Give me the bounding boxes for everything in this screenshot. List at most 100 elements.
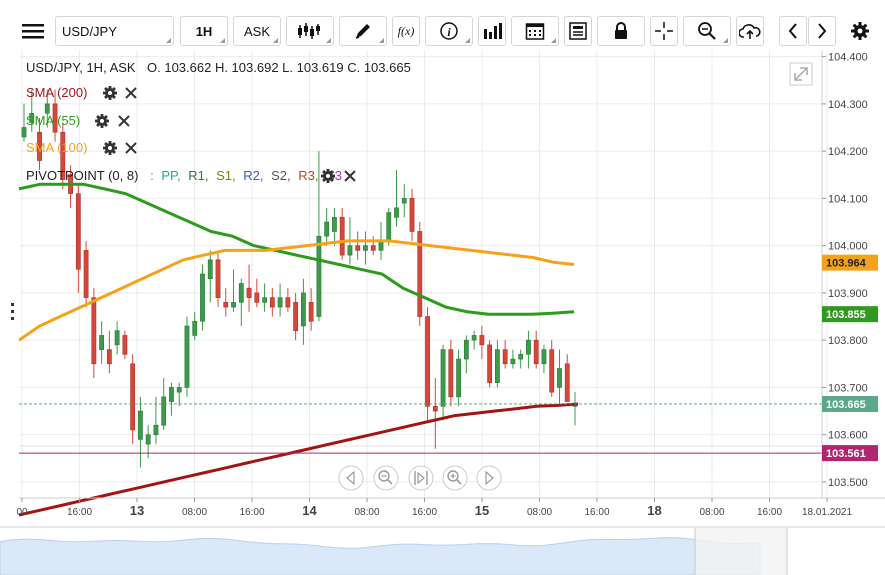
candle bbox=[106, 330, 112, 374]
candle bbox=[246, 264, 252, 312]
candle bbox=[169, 382, 174, 416]
sma100-price-tag: 103.964 bbox=[822, 254, 878, 271]
navigator-area-plot bbox=[0, 537, 761, 575]
candle-body bbox=[339, 216, 345, 256]
candle-body bbox=[425, 316, 430, 407]
candle-body bbox=[471, 335, 477, 341]
y-tick-label: 104.100 bbox=[828, 193, 868, 205]
candle bbox=[277, 283, 283, 317]
scroll-right-button[interactable] bbox=[808, 16, 836, 46]
candle-body bbox=[21, 127, 27, 138]
y-tick-label: 104.200 bbox=[828, 146, 868, 158]
sma100-remove-icon[interactable] bbox=[125, 142, 137, 154]
price-type-selector[interactable]: ASK bbox=[233, 16, 281, 46]
pan-right-button[interactable] bbox=[476, 465, 502, 491]
x-tick-label: 18 bbox=[647, 503, 661, 518]
sma55-remove-icon[interactable] bbox=[118, 115, 130, 127]
x-tick-label: 08:00 bbox=[699, 507, 724, 518]
candle bbox=[479, 325, 485, 360]
zoom-in-button[interactable] bbox=[442, 465, 468, 491]
timeframe-selector[interactable]: 1H bbox=[180, 16, 228, 46]
settings-button[interactable] bbox=[846, 16, 874, 46]
candle-body bbox=[363, 245, 368, 251]
candle bbox=[487, 340, 493, 388]
candle bbox=[432, 377, 438, 449]
y-tick-label: 103.700 bbox=[828, 382, 868, 394]
zoom-controls bbox=[338, 465, 502, 491]
navigator-overview[interactable] bbox=[0, 522, 885, 575]
candle bbox=[463, 335, 469, 374]
candle-body bbox=[557, 368, 562, 388]
reset-zoom-button[interactable] bbox=[408, 465, 434, 491]
candle-body bbox=[564, 363, 570, 402]
indicators-button[interactable]: f(x) bbox=[392, 16, 420, 46]
zoom-button[interactable] bbox=[683, 16, 731, 46]
bar-chart-icon bbox=[484, 23, 502, 39]
crosshair-button[interactable] bbox=[650, 16, 678, 46]
sma200-settings-icon[interactable] bbox=[103, 86, 117, 100]
info-button[interactable]: i bbox=[425, 16, 473, 46]
x-tick-label: 16:00 bbox=[584, 507, 609, 518]
sma55-price-tag-text: 103.855 bbox=[826, 309, 866, 321]
candle-body bbox=[494, 349, 500, 383]
expand-icon bbox=[794, 67, 808, 81]
candle-body bbox=[161, 396, 167, 426]
pivot-level-s2: S2, bbox=[271, 168, 291, 183]
candle-body bbox=[332, 216, 337, 232]
zoom-out-button[interactable] bbox=[373, 465, 399, 491]
pivot-price-tag-text: 103.561 bbox=[826, 448, 866, 460]
y-tick-label: 104.400 bbox=[828, 52, 868, 64]
candle-body bbox=[386, 212, 392, 242]
price-chart[interactable]: 104.400104.300104.200104.100104.000103.9… bbox=[0, 50, 885, 522]
candle-body bbox=[432, 406, 438, 412]
candle bbox=[29, 89, 35, 133]
candle-body bbox=[99, 335, 105, 350]
candle-body bbox=[75, 193, 81, 270]
pivot-settings-icon[interactable] bbox=[321, 169, 335, 183]
candle-body bbox=[37, 131, 42, 161]
candle bbox=[176, 382, 182, 407]
candle-body bbox=[285, 297, 291, 308]
drawing-tools-button[interactable] bbox=[339, 16, 387, 46]
candle bbox=[83, 240, 89, 308]
candle bbox=[324, 207, 330, 246]
candle bbox=[122, 330, 128, 360]
expand-chart-button[interactable] bbox=[789, 62, 813, 86]
sma55-settings-icon[interactable] bbox=[95, 114, 109, 128]
navigator-selection-handle[interactable] bbox=[695, 528, 787, 575]
left-resize-handle[interactable] bbox=[11, 303, 14, 320]
scroll-left-button[interactable] bbox=[779, 16, 807, 46]
pivot-remove-icon[interactable] bbox=[344, 170, 356, 182]
pivot-colon: : bbox=[150, 168, 154, 183]
candle-body bbox=[518, 354, 524, 360]
x-tick-label: 16:00 bbox=[239, 507, 264, 518]
candle-body bbox=[549, 349, 555, 393]
menu-button[interactable] bbox=[18, 16, 48, 46]
upload-button[interactable] bbox=[736, 16, 764, 46]
lock-button[interactable] bbox=[597, 16, 645, 46]
toolbar: USD/JPY 1H ASK f(x) i bbox=[0, 0, 885, 50]
candle-body bbox=[184, 325, 190, 388]
candle-body bbox=[231, 302, 236, 308]
candle-body bbox=[308, 302, 314, 322]
chart-legend: USD/JPY, 1H, ASK O. 103.662 H. 103.692 L… bbox=[26, 60, 411, 183]
candle-body bbox=[533, 339, 539, 365]
candle bbox=[161, 377, 167, 430]
sma55-label: SMA (55) bbox=[26, 113, 80, 128]
x-tick-label: 18.01.2021 bbox=[802, 507, 852, 518]
pan-left-button[interactable] bbox=[338, 465, 364, 491]
symbol-selector[interactable]: USD/JPY bbox=[55, 16, 174, 46]
pencil-draw-icon bbox=[355, 24, 370, 39]
chart-type-button[interactable] bbox=[286, 16, 334, 46]
axis-price-labels: 103.964 103.855 103.665 103.561 bbox=[822, 254, 878, 462]
candle bbox=[448, 340, 454, 407]
calendar-button[interactable] bbox=[511, 16, 559, 46]
volume-bars-button[interactable] bbox=[478, 16, 506, 46]
candle-body bbox=[401, 198, 407, 204]
sma100-settings-icon[interactable] bbox=[103, 141, 117, 155]
candle-body bbox=[246, 287, 252, 298]
news-button[interactable] bbox=[564, 16, 592, 46]
sma200-remove-icon[interactable] bbox=[125, 87, 137, 99]
candle bbox=[425, 307, 430, 421]
candle-body bbox=[487, 344, 493, 383]
